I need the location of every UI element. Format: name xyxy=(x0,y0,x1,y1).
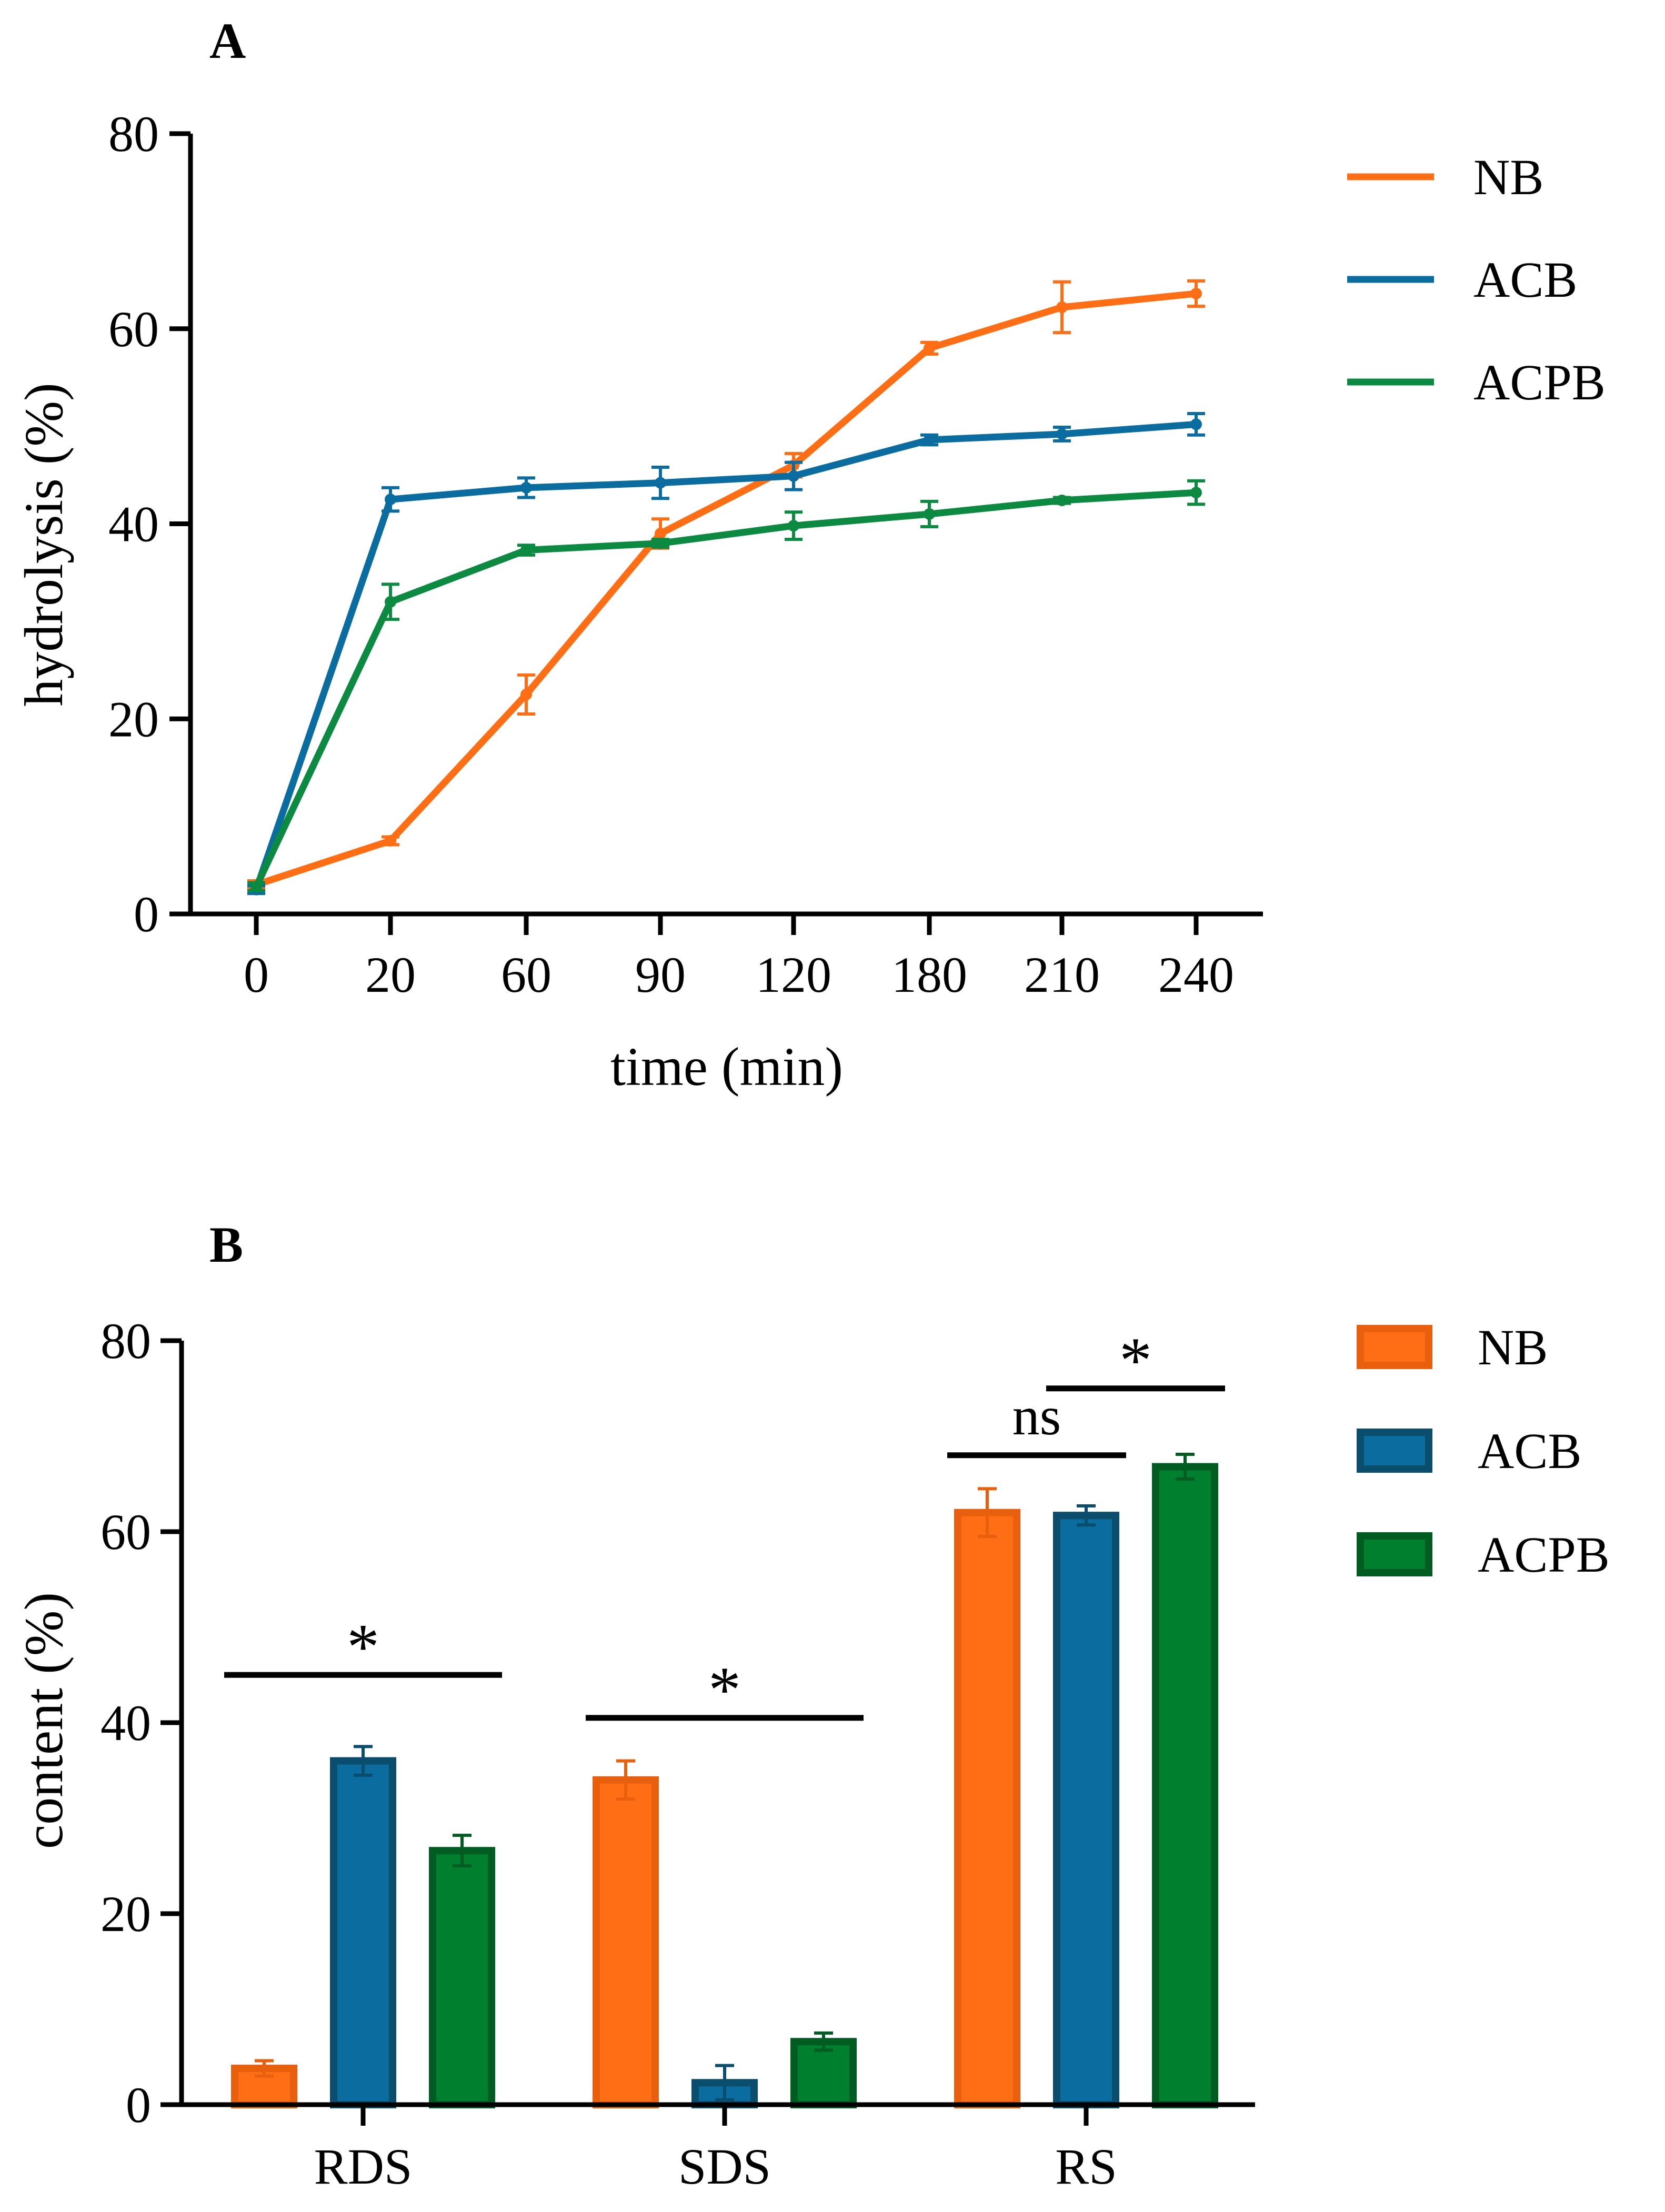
data-point xyxy=(250,881,262,893)
data-point xyxy=(924,508,935,520)
legend-label-acb: ACB xyxy=(1473,252,1577,308)
data-point xyxy=(1190,288,1202,300)
x-axis-title: time (min) xyxy=(610,1037,843,1097)
data-point xyxy=(385,834,396,847)
legend-label-acb: ACB xyxy=(1478,1423,1581,1479)
data-point xyxy=(655,477,666,489)
bar-acpb-rds xyxy=(429,1847,495,2108)
x-tick-label: 0 xyxy=(244,947,269,1003)
bar-series-acb xyxy=(330,1504,1119,2109)
data-point xyxy=(655,537,666,549)
legend-swatch-acb xyxy=(1357,1429,1432,1473)
x-tick-label: 180 xyxy=(891,947,967,1003)
y-tick-label: 60 xyxy=(101,1504,151,1560)
legend-label-acpb: ACPB xyxy=(1473,354,1606,410)
series-line-acpb xyxy=(253,489,1200,890)
legend-swatch-acpb xyxy=(1357,1532,1432,1576)
significance-annotation: * xyxy=(586,1654,864,1726)
legend: NB ACB ACPB xyxy=(1347,149,1606,410)
x-tick-label: RDS xyxy=(314,2138,413,2195)
x-tick-label: RS xyxy=(1055,2138,1117,2195)
panel-label-a: A xyxy=(209,13,246,69)
y-axis-title: content (%) xyxy=(14,1592,74,1849)
panel-a-line-chart: 0 20 40 60 80 0 20 60 90 120 180 210 240 time (min) hy… xyxy=(14,106,1606,1097)
y-tick-label: 20 xyxy=(101,1886,151,1942)
x-tick-label: 60 xyxy=(501,947,551,1003)
x-tick-label: 240 xyxy=(1158,947,1234,1003)
data-point xyxy=(520,544,532,556)
y-tick-label: 20 xyxy=(108,691,159,747)
data-point xyxy=(385,596,396,608)
significance-star: * xyxy=(347,1611,379,1683)
bar-series-nb xyxy=(231,1487,1020,2109)
bar-acpb-rs xyxy=(1152,1463,1218,2109)
panel-label-b: B xyxy=(209,1216,243,1273)
significance-star: * xyxy=(708,1654,741,1726)
series-line-acb xyxy=(253,420,1200,893)
bar-nb-rs xyxy=(954,1509,1020,2108)
y-tick-label: 0 xyxy=(126,2077,151,2133)
bar-acb-rds xyxy=(330,1757,396,2109)
significance-annotation: * xyxy=(1046,1324,1225,1396)
y-tick-label: 60 xyxy=(108,301,159,357)
bar-acb-rs xyxy=(1053,1512,1119,2108)
legend: NB ACB ACPB xyxy=(1357,1319,1610,1583)
y-tick-label: 0 xyxy=(134,886,159,942)
legend-label-nb: NB xyxy=(1473,149,1543,205)
data-point xyxy=(788,520,799,532)
x-tick-label: 210 xyxy=(1024,947,1100,1003)
data-point xyxy=(1190,418,1202,430)
y-tick-label: 80 xyxy=(101,1313,151,1369)
data-point xyxy=(385,494,396,506)
legend-swatch-nb xyxy=(1357,1325,1432,1369)
y-tick-label: 40 xyxy=(108,496,159,552)
panel-b-bar-chart: 0 20 40 60 80 RDS SDS RS content (%) * * ns * NB ACB AC… xyxy=(14,1313,1610,2195)
data-point xyxy=(1056,495,1068,507)
series-line-nb xyxy=(253,290,1200,888)
significance-annotation: * xyxy=(224,1611,502,1683)
data-point xyxy=(655,528,666,540)
y-tick-label: 80 xyxy=(108,106,159,162)
x-tick-label: 20 xyxy=(365,947,416,1003)
data-point xyxy=(924,434,935,446)
legend-label-acpb: ACPB xyxy=(1478,1526,1610,1583)
data-point xyxy=(924,342,935,354)
series-acpb xyxy=(247,479,1205,893)
x-tick-label: 120 xyxy=(756,947,831,1003)
data-point xyxy=(520,481,532,494)
series-acb xyxy=(247,412,1205,896)
y-tick-label: 40 xyxy=(101,1695,151,1751)
significance-annotation: ns xyxy=(947,1386,1126,1459)
x-tick-label: 90 xyxy=(635,947,686,1003)
y-axis-title: hydrolysis (%) xyxy=(14,383,74,706)
data-point xyxy=(1056,428,1068,440)
significance-ns: ns xyxy=(1012,1386,1061,1446)
bar-nb-sds xyxy=(593,1776,659,2108)
legend-label-nb: NB xyxy=(1478,1319,1548,1375)
data-point xyxy=(788,470,799,482)
data-point xyxy=(520,688,532,700)
data-point xyxy=(1190,487,1202,499)
data-point xyxy=(1056,301,1068,313)
x-tick-label: SDS xyxy=(678,2138,771,2195)
significance-star: * xyxy=(1119,1324,1152,1396)
